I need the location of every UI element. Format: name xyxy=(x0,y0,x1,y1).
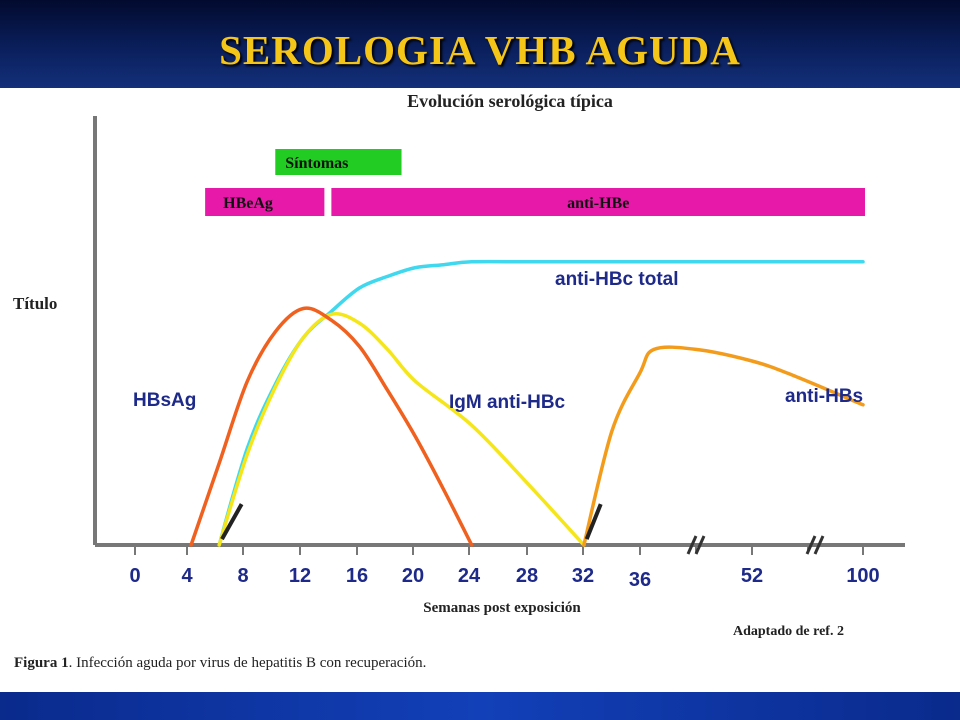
series-label-anti-hbc-total: anti-HBc total xyxy=(555,269,679,290)
caption-text: . Infección aguda por virus de hepatitis… xyxy=(69,655,427,671)
x-tick-label-32: 32 xyxy=(572,565,594,587)
series-label-hbsag: HBsAg xyxy=(133,390,196,411)
x-tick-label-100: 100 xyxy=(846,565,879,587)
chart-subtitle: Evolución serológica típica xyxy=(407,91,613,111)
figure-caption: Figura 1. Infección aguda por virus de h… xyxy=(14,655,426,671)
series-line-hbsag xyxy=(189,306,474,547)
y-axis-label: Título xyxy=(13,294,57,313)
break-stroke xyxy=(813,535,825,555)
bar-label-1: HBeAg xyxy=(223,195,273,212)
x-tick-label-0: 0 xyxy=(129,565,140,587)
series-line-igm-anti-hbc xyxy=(217,311,586,547)
x-tick-label-52: 52 xyxy=(741,565,763,587)
slide-footer-bar xyxy=(0,692,960,720)
onset-mark-anti-hbc xyxy=(220,503,244,541)
x-tick-label-24: 24 xyxy=(458,565,481,587)
break-mark-52-100 xyxy=(805,535,825,555)
bar-label-2: anti-HBe xyxy=(567,195,629,212)
bar-label-0: Síntomas xyxy=(285,155,348,172)
x-tick-label-16: 16 xyxy=(346,565,368,587)
bar-anti-hbe xyxy=(331,188,865,216)
source-note: Adaptado de ref. 2 xyxy=(733,624,844,639)
caption-figure-number: Figura 1 xyxy=(14,655,69,671)
serology-chart: Evolución serológica típica Título Síntoma… xyxy=(13,91,905,671)
series-line-anti-hbs xyxy=(582,345,865,547)
break-stroke xyxy=(805,535,817,555)
x-tick-label-28: 28 xyxy=(516,565,538,587)
x-tick-label-4: 4 xyxy=(181,565,193,587)
x-axis-label: Semanas post exposición xyxy=(423,600,581,616)
bar-hbeag xyxy=(205,188,325,216)
x-tick-label-12: 12 xyxy=(289,565,311,587)
x-tick-label-36: 36 xyxy=(629,569,651,591)
break-stroke xyxy=(686,535,698,555)
slide-title: SEROLOGIA VHB AGUDA xyxy=(219,27,741,73)
break-stroke xyxy=(694,535,706,555)
x-tick-label-8: 8 xyxy=(237,565,248,587)
onset-mark-anti-hbs xyxy=(584,503,603,540)
series-label-anti-hbs: anti-HBs xyxy=(785,386,863,407)
x-tick-label-20: 20 xyxy=(402,565,424,587)
break-mark-36-52 xyxy=(686,535,706,555)
slide-header: SEROLOGIA VHB AGUDA xyxy=(0,0,960,88)
series-label-igm-anti-hbc: IgM anti-HBc xyxy=(449,392,566,413)
bar-s-ntomas xyxy=(275,149,402,175)
